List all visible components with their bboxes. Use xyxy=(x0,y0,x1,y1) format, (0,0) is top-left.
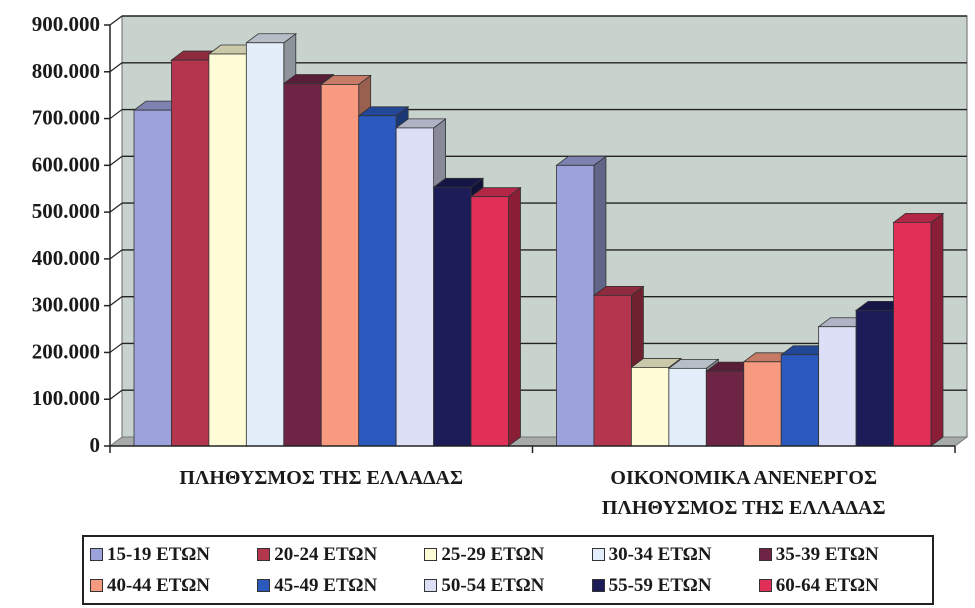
bar-front xyxy=(743,361,782,447)
y-tick-label: 900.000 xyxy=(32,12,100,36)
legend-label: 55-59 ΕΤΩΝ xyxy=(608,574,712,596)
bar-side xyxy=(508,186,521,447)
gridline-diag xyxy=(109,342,123,353)
legend-swatch xyxy=(257,548,271,561)
y-tick-label: 500.000 xyxy=(32,199,100,223)
legend-swatch xyxy=(257,579,271,592)
legend-swatch xyxy=(424,548,438,561)
bar-front xyxy=(780,354,820,447)
y-tick-label: 700.000 xyxy=(32,106,100,130)
y-tick-label: 300.000 xyxy=(32,293,100,317)
chart-plot: 0 100.000 200.000 300.000 400.000 500.000 600.… xyxy=(32,12,969,519)
legend-swatch xyxy=(90,579,103,592)
bar-front xyxy=(855,309,894,447)
legend-item: 60-64 ΕΤΩΝ xyxy=(758,574,926,597)
legend-swatch xyxy=(758,548,772,561)
bar-side xyxy=(930,212,944,447)
legend-swatch xyxy=(758,579,772,592)
bar-front xyxy=(320,84,360,447)
y-tick-label: 600.000 xyxy=(32,152,100,176)
legend-label: 45-49 ΕΤΩΝ xyxy=(274,574,378,596)
legend-label: 25-29 ΕΤΩΝ xyxy=(441,543,545,565)
bar-front xyxy=(245,42,285,447)
legend-label: 60-64 ΕΤΩΝ xyxy=(775,574,879,596)
legend-item: 30-34 ΕΤΩΝ xyxy=(591,543,759,566)
bar-front xyxy=(358,115,397,447)
legend-swatch xyxy=(591,548,605,561)
y-tick-label: 100.000 xyxy=(32,386,100,410)
legend-swatch xyxy=(591,579,605,592)
bar-front xyxy=(556,164,595,447)
legend-label: 40-44 ΕΤΩΝ xyxy=(107,574,211,596)
bar xyxy=(892,212,945,447)
bar-front xyxy=(395,127,434,447)
legend-item: 15-19 ΕΤΩΝ xyxy=(90,544,257,566)
gridline-diag xyxy=(109,15,123,26)
x-category-label: ΟΙΚΟΝΟΜΙΚΑ ΑΝΕΝΕΡΓΟΣ ΠΛΗΘΥΣΜΟΣ ΤΗΣ ΕΛΛΑΔΑ… xyxy=(602,467,886,519)
bar-front xyxy=(818,326,857,447)
gridline-diag xyxy=(109,202,123,213)
legend-swatch xyxy=(90,548,103,561)
gridline-diag xyxy=(109,155,123,166)
bar xyxy=(469,186,522,447)
legend-label: 20-24 ΕΤΩΝ xyxy=(274,543,378,565)
legend-item: 40-44 ΕΤΩΝ xyxy=(90,575,257,597)
bar-front xyxy=(470,196,509,447)
bar-front xyxy=(668,367,707,447)
legend-label: 15-19 ΕΤΩΝ xyxy=(107,543,211,565)
bar-front xyxy=(593,294,632,447)
gridline-diag xyxy=(109,62,123,73)
gridline-diag xyxy=(109,109,123,120)
bar-front xyxy=(171,59,210,447)
legend-item: 20-24 ΕΤΩΝ xyxy=(257,544,424,566)
x-category-label: ΠΛΗΘΥΣΜΟΣ ΤΗΣ ΕΛΛΑΔΑΣ xyxy=(179,467,463,489)
bar-front xyxy=(705,370,745,447)
gridline-diag xyxy=(109,249,123,260)
bar-front xyxy=(893,222,932,447)
legend-label: 50-54 ΕΤΩΝ xyxy=(441,574,545,596)
bar-front xyxy=(133,109,172,447)
chart-legend: 15-19 ΕΤΩΝ 20-24 ΕΤΩΝ 25-29 ΕΤΩΝ 30-34 ΕΤΩΝ… xyxy=(82,535,934,605)
bar-front xyxy=(631,367,670,447)
bar-front xyxy=(283,83,322,447)
gridline-diag xyxy=(109,296,123,307)
legend-item: 50-54 ΕΤΩΝ xyxy=(424,575,591,597)
legend-label: 35-39 ΕΤΩΝ xyxy=(775,543,879,565)
legend-item: 35-39 ΕΤΩΝ xyxy=(758,543,926,566)
y-tick-label: 200.000 xyxy=(32,339,100,363)
legend-item: 45-49 ΕΤΩΝ xyxy=(257,575,424,597)
gridline-diag xyxy=(109,389,123,400)
y-tick-label: 400.000 xyxy=(32,246,100,270)
legend-label: 30-34 ΕΤΩΝ xyxy=(608,543,712,565)
legend-item: 25-29 ΕΤΩΝ xyxy=(424,544,591,566)
bar-front xyxy=(433,186,472,447)
legend-item: 55-59 ΕΤΩΝ xyxy=(591,574,759,597)
y-tick-label: 800.000 xyxy=(32,59,100,83)
legend-swatch xyxy=(424,579,438,592)
bar-front xyxy=(208,53,247,447)
y-tick-label: 0 xyxy=(90,433,101,457)
